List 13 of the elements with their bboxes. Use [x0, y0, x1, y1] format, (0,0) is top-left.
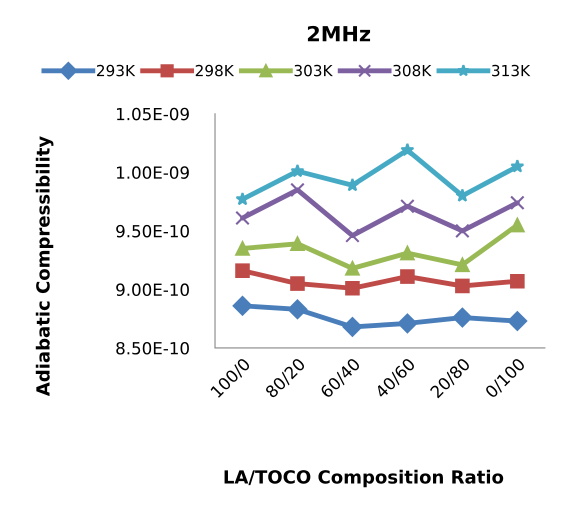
chart-title: 2MHz [308, 26, 370, 42]
y-tick-label: 9.50E-10 [116, 224, 189, 238]
legend-label: 308K [393, 64, 432, 76]
x-axis-title: LA/TOCO Composition Ratio [224, 470, 504, 488]
y-tick-label: 8.50E-10 [116, 342, 189, 355]
legend-label: 303K [294, 64, 333, 76]
legend-label: 313K [492, 64, 530, 76]
y-tick-label: 1.00E-09 [116, 166, 189, 179]
y-tick-label: 1.05E-09 [116, 108, 189, 120]
y-axis-title: Adiabatic Compressibility [36, 136, 54, 396]
y-tick-label: 9.00E-10 [116, 283, 189, 296]
legend-label: 298K [196, 64, 234, 76]
legend-label: 293K [96, 64, 136, 76]
